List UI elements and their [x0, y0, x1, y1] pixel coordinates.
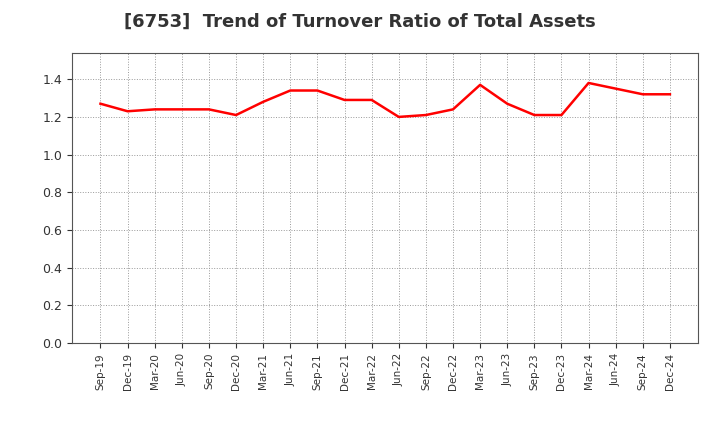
Text: [6753]  Trend of Turnover Ratio of Total Assets: [6753] Trend of Turnover Ratio of Total …	[124, 13, 596, 31]
